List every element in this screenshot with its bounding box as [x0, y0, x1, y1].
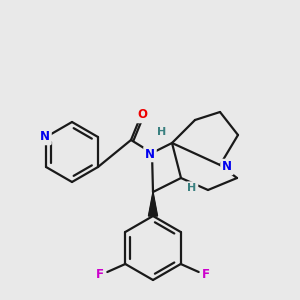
Text: N: N	[145, 148, 155, 160]
Text: H: H	[188, 183, 196, 193]
Text: H: H	[158, 127, 166, 137]
Text: N: N	[222, 160, 232, 173]
Polygon shape	[148, 192, 158, 216]
Text: O: O	[137, 109, 147, 122]
Text: N: N	[40, 130, 50, 143]
Text: F: F	[96, 268, 104, 281]
Text: F: F	[202, 268, 210, 281]
